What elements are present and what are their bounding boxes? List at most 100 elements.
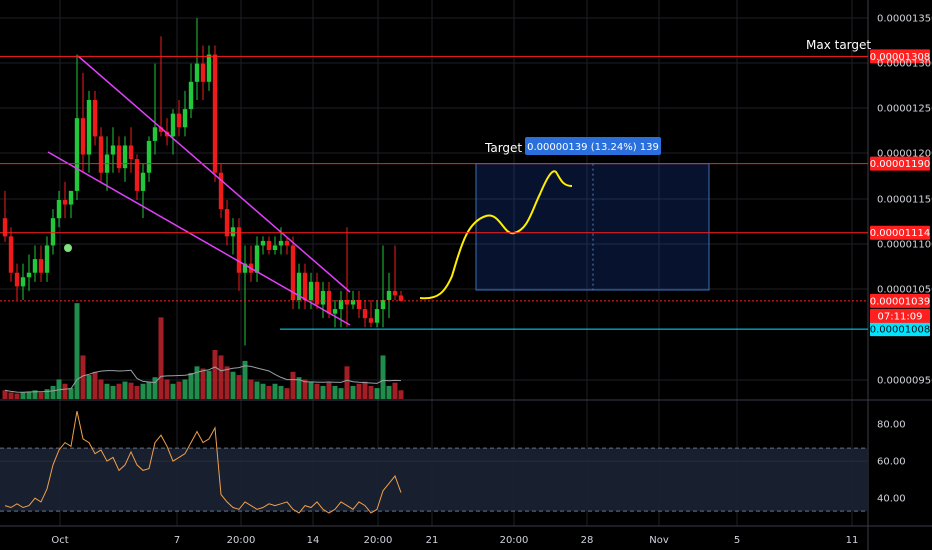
candle-body	[296, 272, 302, 300]
candle-body	[8, 236, 14, 273]
volume-bar	[152, 377, 158, 399]
candle-body	[146, 140, 152, 173]
volume-bar	[20, 392, 26, 399]
rsi-band	[0, 448, 868, 512]
volume-bar	[260, 383, 266, 399]
candle-body	[236, 227, 242, 273]
volume-bar	[44, 389, 50, 399]
candle-body	[332, 309, 338, 314]
volume-bar	[320, 385, 326, 399]
candle-body	[134, 159, 140, 191]
volume-bar	[62, 383, 68, 399]
rsi-tick-1: 60.00	[877, 457, 906, 468]
candle-body	[314, 281, 320, 305]
candle-body	[356, 300, 362, 310]
volume-bar	[296, 377, 302, 399]
candle-body	[308, 281, 314, 300]
target-zone	[475, 163, 710, 291]
candle-body	[116, 145, 122, 169]
time-tick-10: 11	[846, 535, 859, 546]
candle-body	[62, 200, 68, 205]
volume-bar	[308, 381, 314, 399]
volume-bar	[242, 360, 248, 399]
candle-body	[170, 113, 176, 137]
candle-body	[272, 245, 278, 250]
level-tag-0	[870, 49, 930, 64]
volume-bar	[332, 385, 338, 399]
candle-body	[368, 318, 374, 323]
volume-bar	[128, 382, 134, 399]
candle-body	[56, 200, 62, 219]
volume-bar	[380, 355, 386, 399]
volume-bar	[302, 379, 308, 399]
volume-bar	[290, 371, 296, 399]
volume-bar	[272, 383, 278, 399]
candle-body	[302, 272, 308, 300]
volume-bar	[68, 388, 74, 399]
candle-body	[188, 81, 194, 110]
volume-bar	[284, 388, 290, 399]
level-label-0: 0.00001308	[870, 52, 930, 63]
candle-body	[398, 295, 404, 301]
candle-body	[38, 259, 44, 273]
candle-body	[212, 54, 218, 173]
volume-bar	[38, 392, 44, 399]
candle-body	[200, 63, 206, 82]
volume-bar	[164, 379, 170, 399]
volume-bar	[92, 371, 98, 399]
volume-bar	[158, 317, 164, 399]
signal-dot	[64, 244, 72, 252]
max-target-label: Max target	[806, 38, 871, 52]
price-tick-7: 0.00000950	[877, 376, 932, 387]
volume-bar	[374, 388, 380, 399]
candle-body	[92, 100, 98, 137]
volume-bar	[392, 382, 398, 399]
channel-lower-line	[47, 151, 351, 326]
volume-bar	[14, 393, 20, 399]
volume-bar	[110, 385, 116, 399]
candle-body	[26, 272, 32, 278]
candles	[2, 18, 404, 346]
candle-body	[290, 245, 296, 300]
volume-bar	[140, 383, 146, 399]
volume-bar	[98, 379, 104, 399]
volume-bars	[2, 303, 404, 399]
candle-body	[374, 309, 380, 323]
time-tick-6: 20:00	[500, 535, 529, 546]
candle-body	[80, 118, 86, 155]
level-tag-2	[870, 225, 930, 240]
volume-bar	[362, 381, 368, 399]
volume-bar	[212, 350, 218, 399]
rsi-pane	[0, 410, 868, 514]
volume-bar	[104, 383, 110, 399]
volume-bar	[386, 385, 392, 399]
volume-bar	[398, 390, 404, 399]
volume-bar	[200, 368, 206, 399]
candle-body	[158, 127, 164, 132]
countdown-tag	[870, 308, 930, 323]
volume-bar	[50, 385, 56, 399]
candle-body	[152, 127, 158, 141]
target-zone-box	[475, 163, 710, 291]
volume-bar	[74, 303, 80, 399]
volume-bar	[356, 383, 362, 399]
time-tick-2: 20:00	[227, 535, 256, 546]
volume-bar	[254, 381, 260, 399]
candle-body	[254, 245, 260, 273]
candle-body	[278, 240, 284, 246]
candle-body	[50, 218, 56, 246]
candle-body	[98, 136, 104, 173]
candle-body	[224, 209, 230, 237]
candle-body	[392, 290, 398, 296]
level-label-1: 0.00001190	[870, 159, 930, 170]
volume-bar	[86, 375, 92, 399]
candle-body	[176, 113, 182, 128]
volume-bar	[194, 366, 200, 399]
volume-bar	[218, 355, 224, 399]
candle-body	[206, 54, 212, 82]
volume-bar	[326, 382, 332, 399]
time-tick-1: 7	[174, 535, 180, 546]
volume-bar	[368, 385, 374, 399]
volume-bar	[134, 385, 140, 399]
